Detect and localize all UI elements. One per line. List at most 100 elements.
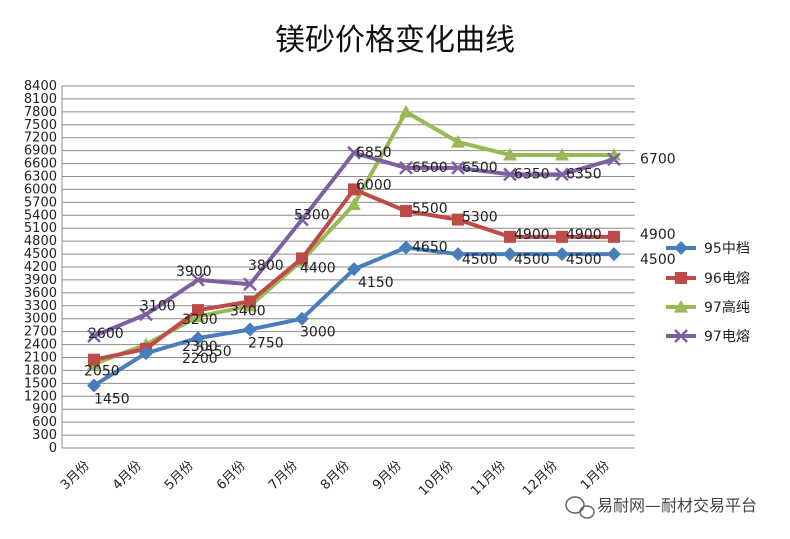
y-tick-label: 7200 — [24, 131, 57, 146]
data-point-stroke — [399, 160, 413, 175]
data-label: 6350 — [566, 166, 602, 182]
data-point-stroke — [503, 167, 517, 182]
y-tick-label: 6000 — [24, 182, 57, 197]
data-point — [451, 135, 465, 148]
data-point-stroke — [555, 167, 569, 182]
data-point — [504, 230, 516, 243]
data-point — [555, 167, 569, 182]
data-point — [608, 230, 620, 243]
y-tick-label: 7800 — [24, 105, 57, 120]
y-tick-label: 3000 — [24, 312, 57, 327]
data-point — [192, 304, 204, 317]
data-point — [139, 307, 153, 322]
data-point — [452, 213, 464, 226]
data-label: 5300 — [294, 208, 330, 224]
data-point — [556, 230, 568, 243]
y-tick-label: 2100 — [24, 351, 57, 366]
data-point — [87, 378, 101, 393]
x-tick-label: 3月份 — [58, 458, 93, 493]
x-tick-label: 8月份 — [318, 458, 353, 493]
y-tick-label: 5100 — [24, 221, 57, 236]
data-point — [87, 329, 101, 343]
legend-label: 97电熔 — [704, 329, 750, 345]
data-point-stroke — [87, 329, 101, 343]
y-tick-label: 1500 — [24, 376, 57, 391]
x-tick-label: 4月份 — [110, 458, 145, 493]
x-tick-label: 7月份 — [266, 458, 301, 493]
data-point — [191, 331, 205, 346]
data-point — [503, 167, 517, 182]
y-tick-label: 3600 — [24, 286, 57, 301]
legend-label: 95中档 — [704, 241, 750, 257]
y-tick-label: 1800 — [24, 363, 57, 378]
data-point — [296, 252, 308, 265]
y-tick-label: 3900 — [24, 273, 57, 288]
watermark-text: 易耐网—耐材交易平台 — [597, 496, 757, 515]
data-point — [399, 104, 413, 118]
data-label: 4500 — [462, 252, 498, 268]
y-tick-label: 4800 — [24, 234, 57, 249]
legend-label: 97高纯 — [704, 299, 750, 316]
data-label: 3100 — [140, 298, 176, 314]
data-point-stroke — [295, 212, 309, 227]
data-label: 6500 — [462, 160, 498, 176]
wechat-icon — [565, 496, 595, 519]
data-point — [243, 322, 257, 337]
data-point — [607, 152, 621, 167]
data-point — [348, 183, 360, 196]
data-point — [675, 272, 687, 284]
data-label: 6000 — [356, 177, 392, 193]
data-point — [400, 204, 412, 217]
data-point — [555, 247, 569, 262]
x-tick-label: 11月份 — [468, 458, 509, 499]
x-tick-label: 10月份 — [416, 458, 457, 499]
data-label: 5300 — [462, 210, 498, 226]
y-tick-label: 8400 — [24, 79, 57, 94]
y-tick-label: 1200 — [24, 389, 57, 404]
y-tick-label: 2400 — [24, 338, 57, 353]
data-label: 3200 — [182, 312, 218, 328]
data-point — [244, 295, 256, 308]
data-label: 4500 — [566, 252, 602, 268]
x-tick-label: 6月份 — [214, 458, 249, 493]
data-label: 2200 — [182, 351, 218, 367]
legend-label: 96电熔 — [704, 271, 750, 287]
x-tick-label: 9月份 — [370, 458, 405, 493]
watermark: 易耐网—耐材交易平台 — [565, 496, 757, 519]
data-point — [191, 273, 205, 287]
y-tick-label: 6900 — [24, 144, 57, 159]
data-point-stroke — [139, 307, 153, 322]
data-point — [503, 147, 517, 161]
data-point — [503, 247, 517, 262]
y-tick-label: 3300 — [24, 299, 57, 314]
legend: 95中档 96电熔 97高纯 97电熔 — [666, 241, 750, 345]
data-point — [347, 262, 361, 277]
data-label: 4400 — [300, 260, 336, 276]
y-tick-label: 6300 — [24, 170, 57, 185]
data-point-stroke — [347, 145, 361, 160]
y-tick-label: 8100 — [24, 92, 57, 107]
data-point — [347, 145, 361, 160]
data-label: 3400 — [230, 303, 266, 319]
data-point-stroke — [243, 277, 257, 292]
data-label: 2050 — [84, 364, 120, 380]
y-tick-label: 600 — [32, 415, 57, 430]
data-label: 2750 — [248, 335, 284, 351]
data-label: 6700 — [640, 151, 676, 167]
data-label: 3800 — [248, 258, 284, 274]
data-point — [347, 197, 361, 211]
data-point — [243, 277, 257, 292]
y-tick-label: 0 — [49, 441, 57, 456]
data-point — [399, 160, 413, 175]
data-point — [451, 247, 465, 262]
data-point-stroke — [674, 329, 688, 343]
y-axis: 0300600900120015001800210024002700300033… — [24, 79, 63, 456]
y-tick-label: 6600 — [24, 157, 57, 172]
data-label: 4900 — [640, 227, 676, 243]
data-point — [674, 241, 688, 255]
data-label: 5500 — [412, 201, 448, 217]
data-point — [607, 247, 621, 262]
data-label: 6850 — [356, 145, 392, 161]
data-label: 4900 — [514, 227, 550, 243]
data-label: 4650 — [412, 240, 448, 256]
